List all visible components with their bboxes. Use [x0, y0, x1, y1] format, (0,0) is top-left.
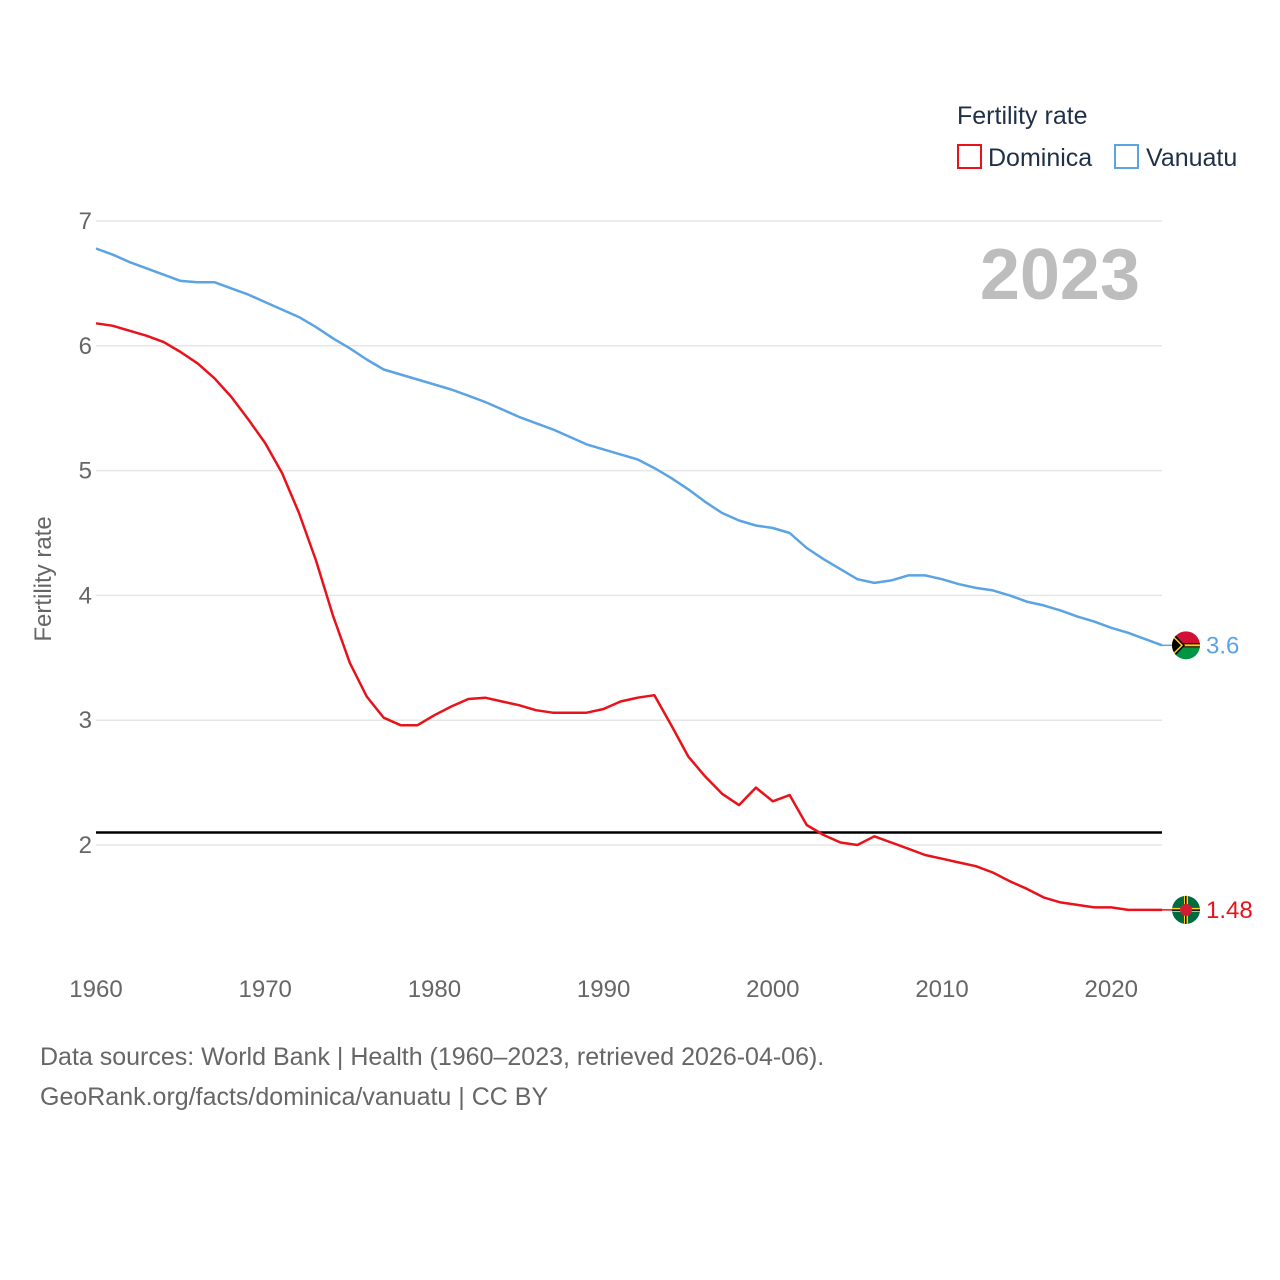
y-tick-label: 2: [79, 832, 92, 859]
y-tick-label: 5: [79, 458, 92, 485]
vanuatu-flag-icon: [1172, 631, 1200, 660]
year-label: 2023: [980, 235, 1140, 315]
x-tick-label: 2010: [915, 976, 968, 1003]
x-tick-label: 2020: [1085, 976, 1138, 1003]
footer-sources: Data sources: World Bank | Health (1960–…: [40, 1043, 825, 1071]
x-tick-label: 1960: [69, 976, 122, 1003]
end-value-label-dominica: 1.48: [1206, 897, 1253, 924]
series-line-dominica[interactable]: [95, 322, 1162, 912]
y-tick-label: 4: [79, 582, 92, 609]
series-lines: [95, 247, 1163, 912]
legend-label-dominica[interactable]: Dominica: [988, 144, 1092, 172]
footer-attribution[interactable]: GeoRank.org/facts/dominica/vanuatu | CC …: [40, 1083, 549, 1111]
x-tick-label: 1970: [239, 976, 292, 1003]
y-axis-title: Fertility rate: [30, 516, 57, 641]
series-end-markers: 1.48 3.6: [1162, 631, 1253, 924]
legend-swatch-vanuatu[interactable]: [1114, 144, 1139, 169]
x-tick-label: 2000: [746, 976, 799, 1003]
x-axis-ticks: 1960 1970 1980 1990 2000 2010 2020: [69, 976, 1138, 1003]
legend-title: Fertility rate: [957, 102, 1088, 130]
legend: Fertility rate Dominica Vanuatu: [957, 102, 1237, 172]
x-tick-label: 1980: [408, 976, 461, 1003]
y-tick-label: 6: [79, 333, 92, 360]
legend-label-vanuatu[interactable]: Vanuatu: [1146, 144, 1237, 172]
series-line-vanuatu[interactable]: [95, 247, 1163, 647]
dominica-flag-icon: [1172, 895, 1200, 924]
end-value-label-vanuatu: 3.6: [1206, 632, 1239, 659]
y-tick-label: 3: [79, 707, 92, 734]
x-tick-label: 1990: [577, 976, 630, 1003]
y-axis-ticks: 2 3 4 5 6 7: [79, 208, 92, 859]
legend-swatch-dominica[interactable]: [957, 144, 982, 169]
gridlines: [96, 220, 1162, 846]
y-tick-label: 7: [79, 208, 92, 235]
